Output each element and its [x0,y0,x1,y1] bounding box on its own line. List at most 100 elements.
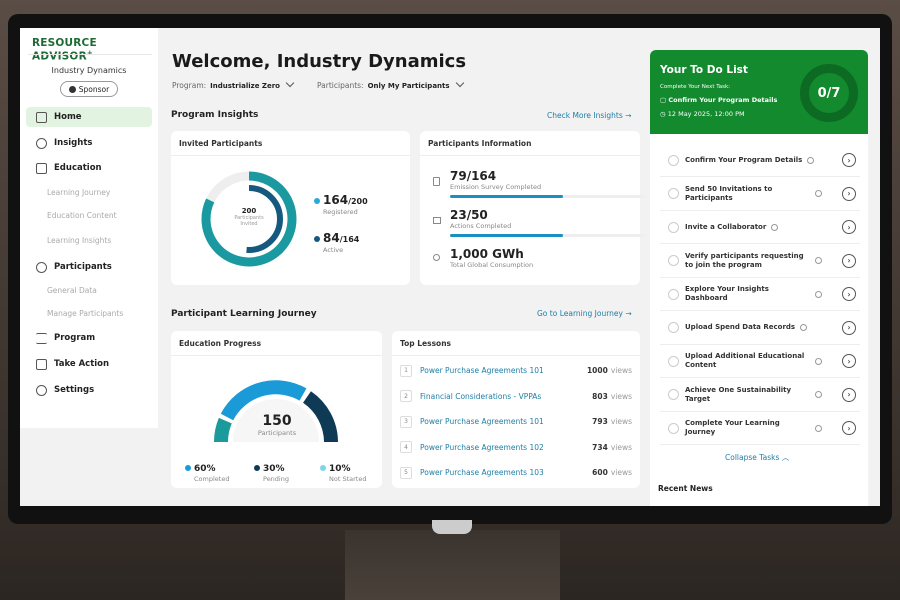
gauge-not-started [213,417,232,443]
actions-stat: 23/50 Actions Completed [450,208,645,237]
dashboard-screen: RESOURCE ADVISOR+ Industry Dynamics Spon… [20,28,880,506]
todo-task[interactable]: Upload Spend Data Records › [660,312,860,345]
help-icon[interactable] [815,190,822,197]
program-filter[interactable]: Program: Industrialize Zero [172,78,295,90]
help-icon[interactable] [815,357,822,365]
gear-icon [36,384,47,396]
collapse-tasks-button[interactable]: Collapse Tasks ︿ [725,453,790,462]
todo-panel: Your To Do List Complete Your Next Task:… [650,50,868,490]
section-title: Participant Learning Journey [171,309,317,319]
lesson-link[interactable]: Power Purchase Agreements 103 [420,468,544,477]
invited-participants-card: Invited Participants 200 Participants In… [171,131,410,285]
chevron-right-icon[interactable]: › [842,287,856,301]
gauge-center: 150 Participants [257,413,297,437]
todo-task[interactable]: Complete Your Learning Journey › [660,412,860,445]
sidebar-item-education[interactable]: Education [26,158,152,178]
participants-filter[interactable]: Participants: Only My Participants [317,78,464,90]
sidebar-item-insights[interactable]: Insights [26,133,152,153]
gauge-pending [302,391,338,443]
donut-center: 200 Participants Invited [234,207,264,227]
help-icon[interactable] [815,257,822,264]
help-icon[interactable] [807,156,815,164]
help-icon[interactable] [800,324,808,331]
top-lessons-card: Top Lessons 1 Power Purchase Agreements 1… [392,331,640,488]
sidebar-item-program[interactable]: Program [26,328,152,348]
todo-header: Your To Do List Complete Your Next Task:… [650,50,868,134]
lesson-link[interactable]: Financial Considerations - VPPAs [420,391,542,401]
task-checkbox[interactable] [668,255,679,266]
chevron-right-icon[interactable]: › [842,387,856,402]
sidebar-item-general-data[interactable]: General Data [47,286,97,295]
todo-task[interactable]: Send 50 Invitations to Participants › [660,178,860,211]
invited-donut [201,171,297,267]
arrow-right-icon: → [625,111,632,120]
card-title: Education Progress [171,331,382,356]
chevron-right-icon[interactable]: › [842,421,856,435]
chevron-right-icon[interactable]: › [842,186,856,201]
lesson-row[interactable]: 3 Power Purchase Agreements 101 793 views [400,409,632,434]
sidebar-item-education-content[interactable]: Education Content [47,211,117,220]
sponsor-icon [68,85,76,93]
divider [28,54,152,55]
sidebar-item-home[interactable]: Home [26,107,152,127]
registered-stat: 164/200 Registered [314,189,368,216]
task-checkbox[interactable] [668,355,679,367]
chevron-right-icon[interactable]: › [842,320,856,335]
legend-not-started: 10% Not Started [320,456,366,483]
task-checkbox[interactable] [668,389,679,400]
next-task-link[interactable]: ▢ Confirm Your Program Details [660,96,778,104]
todo-progress-ring: 0/7 [800,64,858,122]
chevron-right-icon[interactable]: › [842,220,856,234]
survey-stat: 79/164 Emission Survey Completed [450,169,645,198]
lesson-row[interactable]: 2 Financial Considerations - VPPAs 803 view… [400,384,632,409]
help-icon[interactable] [771,223,779,231]
task-checkbox[interactable] [668,422,679,434]
sidebar-item-participants[interactable]: Participants [26,257,152,277]
task-checkbox[interactable] [668,188,679,199]
task-checkbox[interactable] [668,288,679,300]
lesson-link[interactable]: Power Purchase Agreements 102 [420,442,544,452]
sidebar-item-take-action[interactable]: Take Action [26,354,152,374]
todo-task[interactable]: Verify participants requesting to join t… [660,245,860,278]
sidebar-item-settings[interactable]: Settings [26,380,152,400]
todo-task[interactable]: Explore Your Insights Dashboard › [660,278,860,311]
lesson-row[interactable]: 1 Power Purchase Agreements 101 1000 views [400,358,632,383]
lesson-link[interactable]: Power Purchase Agreements 101 [420,417,544,426]
page-title: Welcome, Industry Dynamics [172,51,467,72]
help-icon[interactable] [815,290,822,298]
help-icon[interactable] [815,391,822,398]
recent-news-card: Recent News [650,476,868,506]
book-icon [36,162,47,174]
task-checkbox[interactable] [668,322,679,333]
home-icon [36,111,47,123]
help-icon[interactable] [815,424,822,432]
sidebar-item-manage-participants[interactable]: Manage Participants [47,309,124,318]
gauge-completed [220,380,307,421]
task-checkbox[interactable] [668,221,679,233]
sidebar-item-learning-insights[interactable]: Learning Insights [47,236,112,245]
card-title: Top Lessons [392,331,640,356]
lesson-link[interactable]: Power Purchase Agreements 101 [420,366,544,375]
lesson-row[interactable]: 4 Power Purchase Agreements 102 734 views [400,435,632,460]
todo-task[interactable]: Invite a Collaborator › [660,211,860,244]
chevron-right-icon[interactable]: › [842,253,856,268]
chevron-down-icon [285,78,295,88]
chevron-right-icon[interactable]: › [842,153,856,167]
check-more-insights-link[interactable]: Check More Insights → [547,111,632,120]
action-icon [433,217,441,224]
actions-progress-bar [450,234,564,237]
education-gauge [213,380,338,443]
due-date: ◷ 12 May 2025, 12:00 PM [660,110,745,118]
todo-task[interactable]: Upload Additional Educational Content › [660,345,860,378]
logo[interactable]: RESOURCE ADVISOR+ [32,37,97,63]
todo-task[interactable]: Achieve One Sustainability Target › [660,379,860,412]
arrow-right-icon: → [625,309,632,318]
task-checkbox[interactable] [668,154,679,166]
lesson-row[interactable]: 5 Power Purchase Agreements 103 600 views [400,460,632,485]
todo-task[interactable]: Confirm Your Program Details › [660,144,860,177]
sidebar-item-learning-journey[interactable]: Learning Journey [47,188,111,197]
section-title: Program Insights [171,110,259,120]
registered-arc [201,171,297,267]
chevron-right-icon[interactable]: › [842,354,856,368]
go-to-learning-journey-link[interactable]: Go to Learning Journey → [537,309,632,318]
